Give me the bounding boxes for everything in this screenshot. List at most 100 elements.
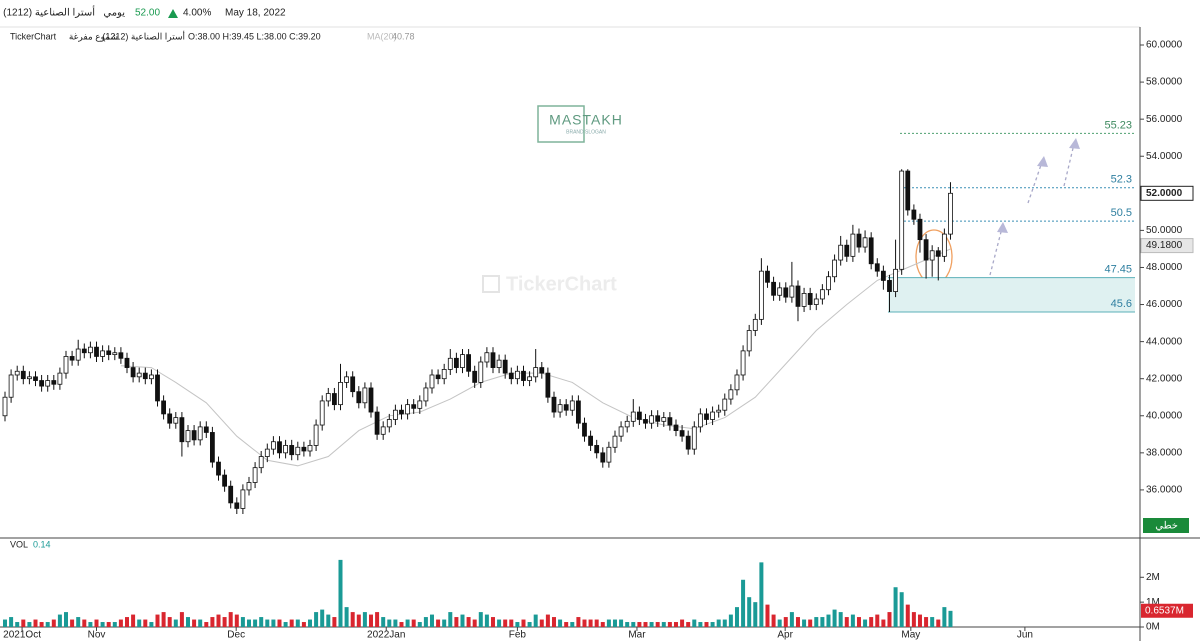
candle-body xyxy=(502,359,508,374)
candle-body xyxy=(209,432,215,463)
volume-bar xyxy=(314,612,319,627)
volume-bar xyxy=(826,614,831,627)
candle-body xyxy=(795,285,801,307)
volume-bar xyxy=(39,622,44,627)
candle-body xyxy=(582,422,587,437)
candle-body xyxy=(893,268,898,292)
volume-bar xyxy=(765,604,770,627)
candle-body xyxy=(301,446,307,452)
y-tick-label: 40.0000 xyxy=(1146,410,1183,421)
candle-body xyxy=(752,318,758,331)
level-label: 50.5 xyxy=(1111,207,1132,219)
candle-body xyxy=(472,370,478,383)
candle-body xyxy=(819,289,825,300)
volume-bar xyxy=(301,622,306,627)
support-zone xyxy=(888,277,1135,312)
candle-body xyxy=(728,389,734,400)
candle-body xyxy=(880,270,886,281)
volume-bar xyxy=(808,619,813,627)
volume-bar xyxy=(350,612,355,627)
volume-bar xyxy=(381,617,386,627)
candle-body xyxy=(667,417,673,426)
candle-body xyxy=(655,415,661,422)
watermark: TickerChart xyxy=(506,273,617,295)
candle-body xyxy=(765,270,770,283)
volume-bar xyxy=(704,622,709,627)
candle-body xyxy=(740,350,746,376)
candle-body xyxy=(941,233,947,257)
volume-bar xyxy=(722,619,727,627)
volume-bar xyxy=(320,609,325,627)
mode-button-label[interactable]: خطي xyxy=(1155,521,1178,532)
volume-bar xyxy=(94,619,99,627)
candle-body xyxy=(283,445,288,454)
volume-bar xyxy=(490,617,495,627)
candle-body xyxy=(124,357,130,368)
volume-bar xyxy=(576,617,581,627)
volume-marker xyxy=(1141,603,1193,618)
volume-bar xyxy=(863,619,868,627)
volume-bar xyxy=(423,617,428,627)
volume-bar xyxy=(814,617,819,627)
candle-body xyxy=(87,346,93,354)
candle-body xyxy=(374,411,380,435)
candle-body xyxy=(399,409,404,415)
candle-body xyxy=(338,381,343,406)
candle-body xyxy=(734,374,740,391)
candle-body xyxy=(75,348,81,361)
volume-bar xyxy=(741,579,746,627)
volume-bar xyxy=(362,612,367,627)
volume-bar xyxy=(344,607,349,627)
candle-body xyxy=(27,376,32,380)
candle-body xyxy=(319,400,325,426)
y-tick-label: 42.0000 xyxy=(1146,373,1183,384)
candle-body xyxy=(2,396,8,417)
candle-body xyxy=(14,370,20,376)
volume-bar xyxy=(387,619,392,627)
candle-body xyxy=(8,374,14,398)
candle-body xyxy=(685,435,691,450)
candle-body xyxy=(118,352,124,359)
volume-bar xyxy=(710,622,715,627)
volume-bar xyxy=(728,614,733,627)
candle-body xyxy=(63,356,69,374)
candle-body xyxy=(521,370,526,381)
mode-button[interactable] xyxy=(1143,518,1189,533)
candle-body xyxy=(746,330,752,352)
volume-bar xyxy=(673,622,678,627)
volume-bar xyxy=(936,619,941,627)
volume-bar xyxy=(417,622,422,627)
candle-body xyxy=(258,456,264,469)
candle-body xyxy=(868,237,874,265)
volume-bar xyxy=(283,622,288,627)
volume-bar xyxy=(234,614,239,627)
candle-body xyxy=(551,396,557,413)
price: 52.00 xyxy=(135,8,160,19)
volume-bar xyxy=(185,617,190,627)
volume-bar xyxy=(545,614,550,627)
volume-bar xyxy=(533,614,538,627)
volume-bar xyxy=(332,617,337,627)
candle-body xyxy=(557,404,563,413)
candle-body xyxy=(527,376,532,381)
candle-body xyxy=(874,263,880,272)
candle-body xyxy=(832,259,837,278)
volume-bar xyxy=(454,617,459,627)
volume-bar xyxy=(429,614,434,627)
volume-bar xyxy=(112,622,117,627)
volume-bar xyxy=(692,619,697,627)
volume-bar xyxy=(9,617,14,627)
volume-bar xyxy=(64,612,69,627)
volume-bar xyxy=(899,592,904,627)
candle-body xyxy=(673,424,679,431)
volume-bar xyxy=(216,614,221,627)
price-marker xyxy=(1140,238,1194,254)
candle-body xyxy=(643,419,648,424)
y-tick-label: 60.0000 xyxy=(1146,40,1183,51)
candle-body xyxy=(392,409,398,420)
candle-body xyxy=(466,354,471,372)
volume-bar xyxy=(948,610,953,627)
candle-body xyxy=(575,400,581,424)
volume-bar xyxy=(716,619,721,627)
candle-body xyxy=(612,435,618,448)
